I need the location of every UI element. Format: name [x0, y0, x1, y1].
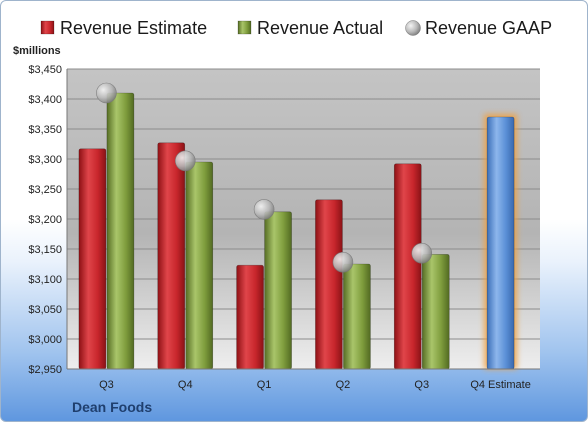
y-tick-label: $3,400: [28, 94, 62, 106]
legend-swatch: [40, 20, 55, 35]
y-tick-label: $3,450: [28, 64, 62, 76]
marker-revenue-gaap: [411, 242, 433, 264]
x-axis: Q3 Q4 Q1 Q2 Q3 Q4 Estimate: [67, 368, 540, 391]
legend-swatch: [237, 20, 252, 35]
y-axis: $2,950 $3,000 $3,050 $3,100 $3,150 $3,200 $3,2…: [28, 64, 68, 376]
gridlines: [67, 68, 540, 370]
legend-label: Revenue GAAP: [425, 18, 552, 38]
bar-revenue-actual: [343, 263, 371, 370]
y-axis-unit: $millions: [13, 45, 61, 57]
x-tick-label: Q4: [178, 379, 193, 391]
bars: [78, 82, 518, 370]
x-tick-label: Q3: [414, 379, 429, 391]
bar-revenue-estimate: [157, 142, 186, 370]
bar-revenue-actual: [264, 211, 292, 370]
marker-revenue-gaap: [332, 251, 354, 273]
bar-revenue-estimate: [236, 264, 264, 370]
company-name: Dean Foods: [72, 399, 153, 415]
y-tick-label: $3,150: [28, 244, 62, 256]
legend-swatch: [405, 20, 421, 36]
bar-revenue-actual: [185, 161, 214, 370]
marker-revenue-gaap: [96, 82, 117, 104]
x-tick-label: Q4 Estimate: [470, 379, 531, 391]
marker-revenue-gaap: [253, 199, 275, 220]
bar-revenue-actual: [421, 254, 450, 370]
bar-revenue-estimate: [393, 163, 422, 370]
bar-q4-estimate: [486, 116, 515, 370]
legend-label: Revenue Estimate: [60, 18, 207, 38]
y-tick-label: $3,000: [28, 334, 62, 346]
bar-revenue-estimate: [78, 148, 107, 370]
y-tick-label: $3,250: [28, 184, 62, 196]
legend-label: Revenue Actual: [257, 18, 383, 38]
x-tick-label: Q3: [99, 379, 114, 391]
bar-revenue-actual: [106, 92, 135, 370]
y-tick-label: $3,050: [28, 304, 62, 316]
y-tick-label: $2,950: [28, 364, 62, 376]
y-tick-label: $3,350: [28, 124, 62, 136]
y-tick-label: $3,100: [28, 274, 62, 286]
y-tick-label: $3,200: [28, 214, 62, 226]
bar-revenue-estimate: [315, 199, 343, 370]
marker-revenue-gaap: [174, 150, 196, 172]
y-tick-label: $3,300: [28, 154, 62, 166]
x-tick-label: Q2: [336, 379, 351, 391]
x-tick-label: Q1: [257, 379, 272, 391]
legend: Revenue Estimate Revenue Actual Revenue GA…: [40, 18, 552, 38]
